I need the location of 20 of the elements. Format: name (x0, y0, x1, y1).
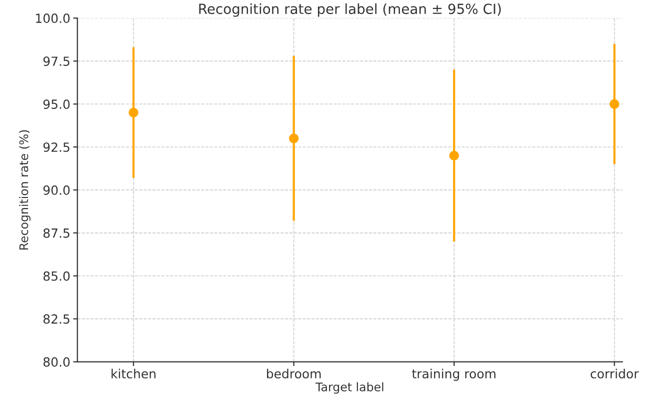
x-tick-label: kitchen (112, 368, 156, 378)
point (449, 150, 459, 160)
y-axis-title: Recognition rate (%) (19, 130, 31, 250)
point (610, 99, 620, 109)
y-tick-label: 87.5 (43, 228, 70, 238)
y-tick-label: 95.0 (43, 99, 70, 109)
x-tick-label: corridor (590, 368, 639, 378)
point (128, 108, 138, 118)
y-tick-label: 90.0 (43, 185, 70, 195)
point (288, 134, 299, 144)
y-tick-label: 82.5 (43, 314, 70, 324)
y-tick-label: 80.0 (43, 357, 70, 367)
y-tick-label: 100.0 (36, 14, 70, 24)
x-axis-title: Target label (315, 382, 384, 394)
x-tick-label: training room (412, 368, 496, 381)
y-tick-label: 85.0 (43, 271, 70, 281)
y-tick-label: 92.5 (43, 142, 70, 152)
chart-title: Recognition rate per label (mean ± 95% CI) (199, 3, 501, 17)
y-tick-label: 97.5 (43, 56, 70, 66)
x-tick-label: bedroom (266, 368, 321, 378)
